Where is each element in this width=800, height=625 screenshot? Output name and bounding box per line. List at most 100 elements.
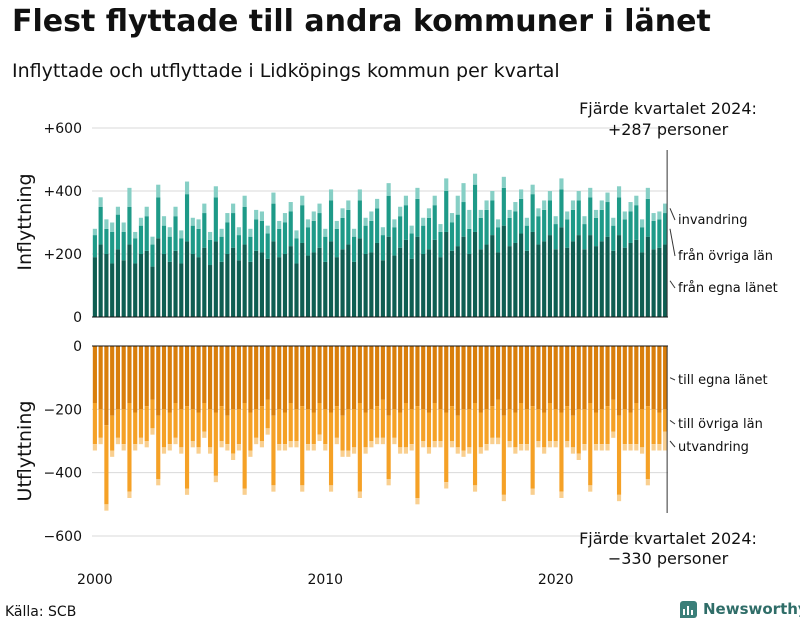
outflow-bar-3 [328,485,334,492]
inflow-bar-2 [605,202,610,237]
inflow-bar-1 [611,250,616,317]
inflow-bar-2 [340,217,345,250]
inflow-bar-1 [190,254,195,317]
inflow-bar-3 [208,231,213,240]
inflow-bar-3 [104,219,109,229]
outflow-bar-2 [467,409,472,448]
outflow-bar-2 [611,399,616,432]
outflow-bar-1 [138,346,144,410]
inflow-bar-3 [565,211,570,220]
inflow-bar-2 [496,227,501,253]
inflow-bar-2 [363,225,368,254]
outflow-bar-2 [559,412,564,492]
outflow-bar-1 [375,346,380,407]
inflow-bar-2 [288,211,293,247]
inflow-bar-2 [651,220,656,250]
inflow-bar-1 [507,246,512,318]
outflow-bar-3 [513,447,518,454]
inflow-bar-1 [317,247,322,317]
inflow-bar-1 [340,249,345,317]
inflow-bar-2 [616,197,622,236]
outflow-bar-2 [328,412,334,486]
inflow-bar-3 [92,228,97,236]
inflow-bar-3 [150,236,155,245]
outflow-bar-2 [259,406,264,441]
inflow-bar-2 [311,220,316,253]
brand-logo[interactable]: Newsworthy [680,600,800,618]
outflow-bar-3 [663,431,668,451]
inflow-bar-2 [375,208,380,243]
inflow-bar-3 [588,187,593,198]
outflow-bar-1 [271,346,276,416]
outflow-bar-3 [144,441,149,448]
inflow-bar-2 [184,194,190,242]
outflow-bar-2 [300,406,305,486]
inflow-bar-1 [380,260,385,317]
outflow-bar-3 [605,444,610,451]
inflow-bar-2 [449,222,455,251]
inflow-bar-2 [640,227,645,253]
outflow-bar-1 [398,346,403,413]
inflow-bar-3 [156,184,161,198]
outflow-bar-2 [484,409,489,445]
outflow-bar-1 [484,346,489,410]
inflow-bar-3 [323,228,328,237]
inflow-bar-3 [277,220,282,229]
inflow-bar-1 [236,260,241,317]
inflow-bar-2 [455,214,460,247]
outflow-bar-2 [196,412,201,448]
outflow-bar-2 [110,415,115,451]
inflow-bar-1 [323,261,328,318]
outflow-bar-1 [156,346,161,416]
outflow-bar-2 [184,406,190,489]
outflow-bar-2 [334,406,339,438]
series-label: från egna länet [678,281,778,296]
outflow-bar-1 [288,346,293,403]
outflow-bar-2 [277,409,282,445]
outflow-bar-2 [640,409,645,448]
inflow-bar-3 [311,211,316,221]
inflow-bar-2 [553,224,558,250]
outflow-bar-1 [599,346,604,410]
inflow-bar-1 [444,231,449,317]
inflow-bar-3 [225,213,230,223]
inflow-bar-3 [496,219,501,228]
outflow-bar-3 [438,441,443,448]
outflow-bar-3 [582,444,587,451]
chart-title: Flest flyttade till andra kommuner i län… [12,4,711,39]
inflow-bar-3 [282,213,288,223]
inflow-bar-2 [478,217,483,250]
outflow-bar-1 [236,346,241,410]
outflow-bar-1 [403,346,408,403]
inflow-bar-1 [415,236,420,317]
outflow-bar-2 [323,409,328,445]
outflow-bar-2 [115,409,120,438]
outflow-bar-2 [369,409,374,441]
outflow-bar-1 [161,346,167,410]
outflow-bar-2 [127,403,132,492]
outflow-bar-2 [426,412,432,448]
inflow-bar-3 [461,183,466,203]
outflow-bar-2 [386,415,391,479]
outflow-bar-3 [173,437,178,445]
inflow-bar-1 [576,235,581,317]
inflow-bar-3 [426,208,432,218]
inflow-bar-1 [208,265,213,317]
outflow-bar-2 [524,409,529,445]
inflow-bar-3 [513,202,518,212]
inflow-bar-1 [369,252,374,317]
inflow-bars [92,173,668,318]
outflow-bar-2 [593,412,599,445]
outflow-bar-3 [323,444,328,451]
outflow-bar-3 [104,504,109,511]
axes [92,150,668,513]
inflow-bar-3 [559,178,564,190]
inflow-bar-1 [472,231,478,317]
outflow-bar-3 [593,444,599,451]
outflow-bar-2 [657,412,662,445]
inflow-bar-2 [254,219,259,251]
inflow-bar-1 [265,258,270,317]
outflow-bar-1 [179,346,184,410]
outflow-bar-3 [455,447,460,454]
